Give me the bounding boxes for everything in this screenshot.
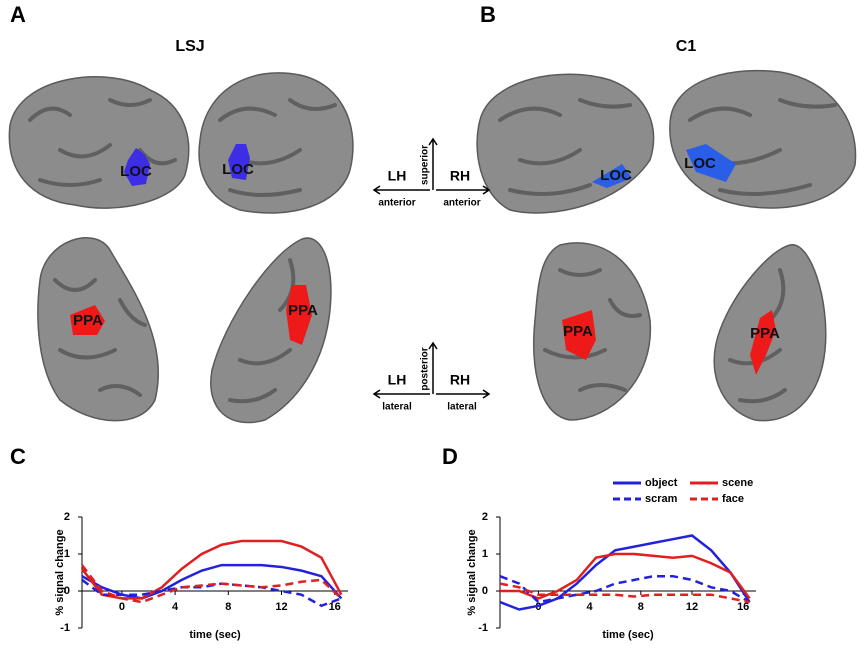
hemisphere-label: RH [450, 168, 470, 184]
series-line [499, 582, 750, 604]
hemisphere-label: LH [388, 168, 407, 184]
panel-letter: D [442, 444, 458, 469]
x-tick-label: 0 [119, 601, 125, 613]
legend-label: scene [722, 477, 753, 489]
roi-label: LOC [684, 155, 716, 172]
y-axis-label: % signal change [466, 529, 478, 615]
hemisphere-label: LH [388, 372, 407, 388]
subject-label: LSJ [175, 38, 204, 55]
legend-label: scram [645, 493, 678, 505]
x-tick-label: 4 [587, 601, 594, 613]
hemisphere-label: RH [450, 372, 470, 388]
roi-label: PPA [288, 302, 318, 319]
roi-label: LOC [600, 167, 632, 184]
panel-letter: C [10, 444, 26, 469]
y-axis-label: % signal change [54, 529, 66, 615]
y-tick-label: -1 [478, 622, 488, 634]
brain-images [8, 69, 857, 424]
series-line [499, 534, 751, 611]
panel-letter: B [480, 2, 496, 27]
roi-label: LOC [120, 163, 152, 180]
orientation-label: anterior [443, 198, 480, 209]
series-line [500, 552, 751, 600]
x-axis-label: time (sec) [602, 629, 654, 641]
x-tick-label: 12 [275, 601, 287, 613]
series-line [499, 574, 751, 604]
y-tick-label: 1 [482, 548, 488, 560]
x-tick-label: 4 [172, 601, 179, 613]
y-tick-label: 2 [64, 511, 70, 523]
roi-label: LOC [222, 161, 254, 178]
orientation-label: lateral [447, 402, 477, 413]
y-tick-label: 0 [64, 585, 70, 597]
orientation-label: posterior [420, 347, 431, 390]
legend-label: object [645, 477, 678, 489]
panel-letter: A [10, 2, 26, 27]
roi-label: PPA [750, 325, 780, 342]
x-tick-label: 8 [225, 601, 231, 613]
subject-label: C1 [676, 38, 697, 55]
legend-label: face [722, 493, 744, 505]
x-tick-label: 16 [329, 601, 341, 613]
orientation-label: anterior [378, 198, 415, 209]
x-tick-label: 12 [686, 601, 698, 613]
y-tick-label: 0 [482, 585, 488, 597]
orientation-label: lateral [382, 402, 412, 413]
series-line [81, 563, 343, 600]
y-tick-label: -1 [60, 622, 70, 634]
roi-label: PPA [563, 323, 593, 340]
y-tick-label: 2 [482, 511, 488, 523]
y-tick-label: 1 [64, 548, 70, 560]
orientation-label: superior [420, 145, 431, 185]
x-tick-label: 8 [638, 601, 644, 613]
x-axis-label: time (sec) [189, 629, 241, 641]
series-line [81, 564, 343, 604]
roi-label: PPA [73, 312, 103, 329]
x-tick-label: 16 [737, 601, 749, 613]
orientation-arrows [372, 137, 491, 399]
